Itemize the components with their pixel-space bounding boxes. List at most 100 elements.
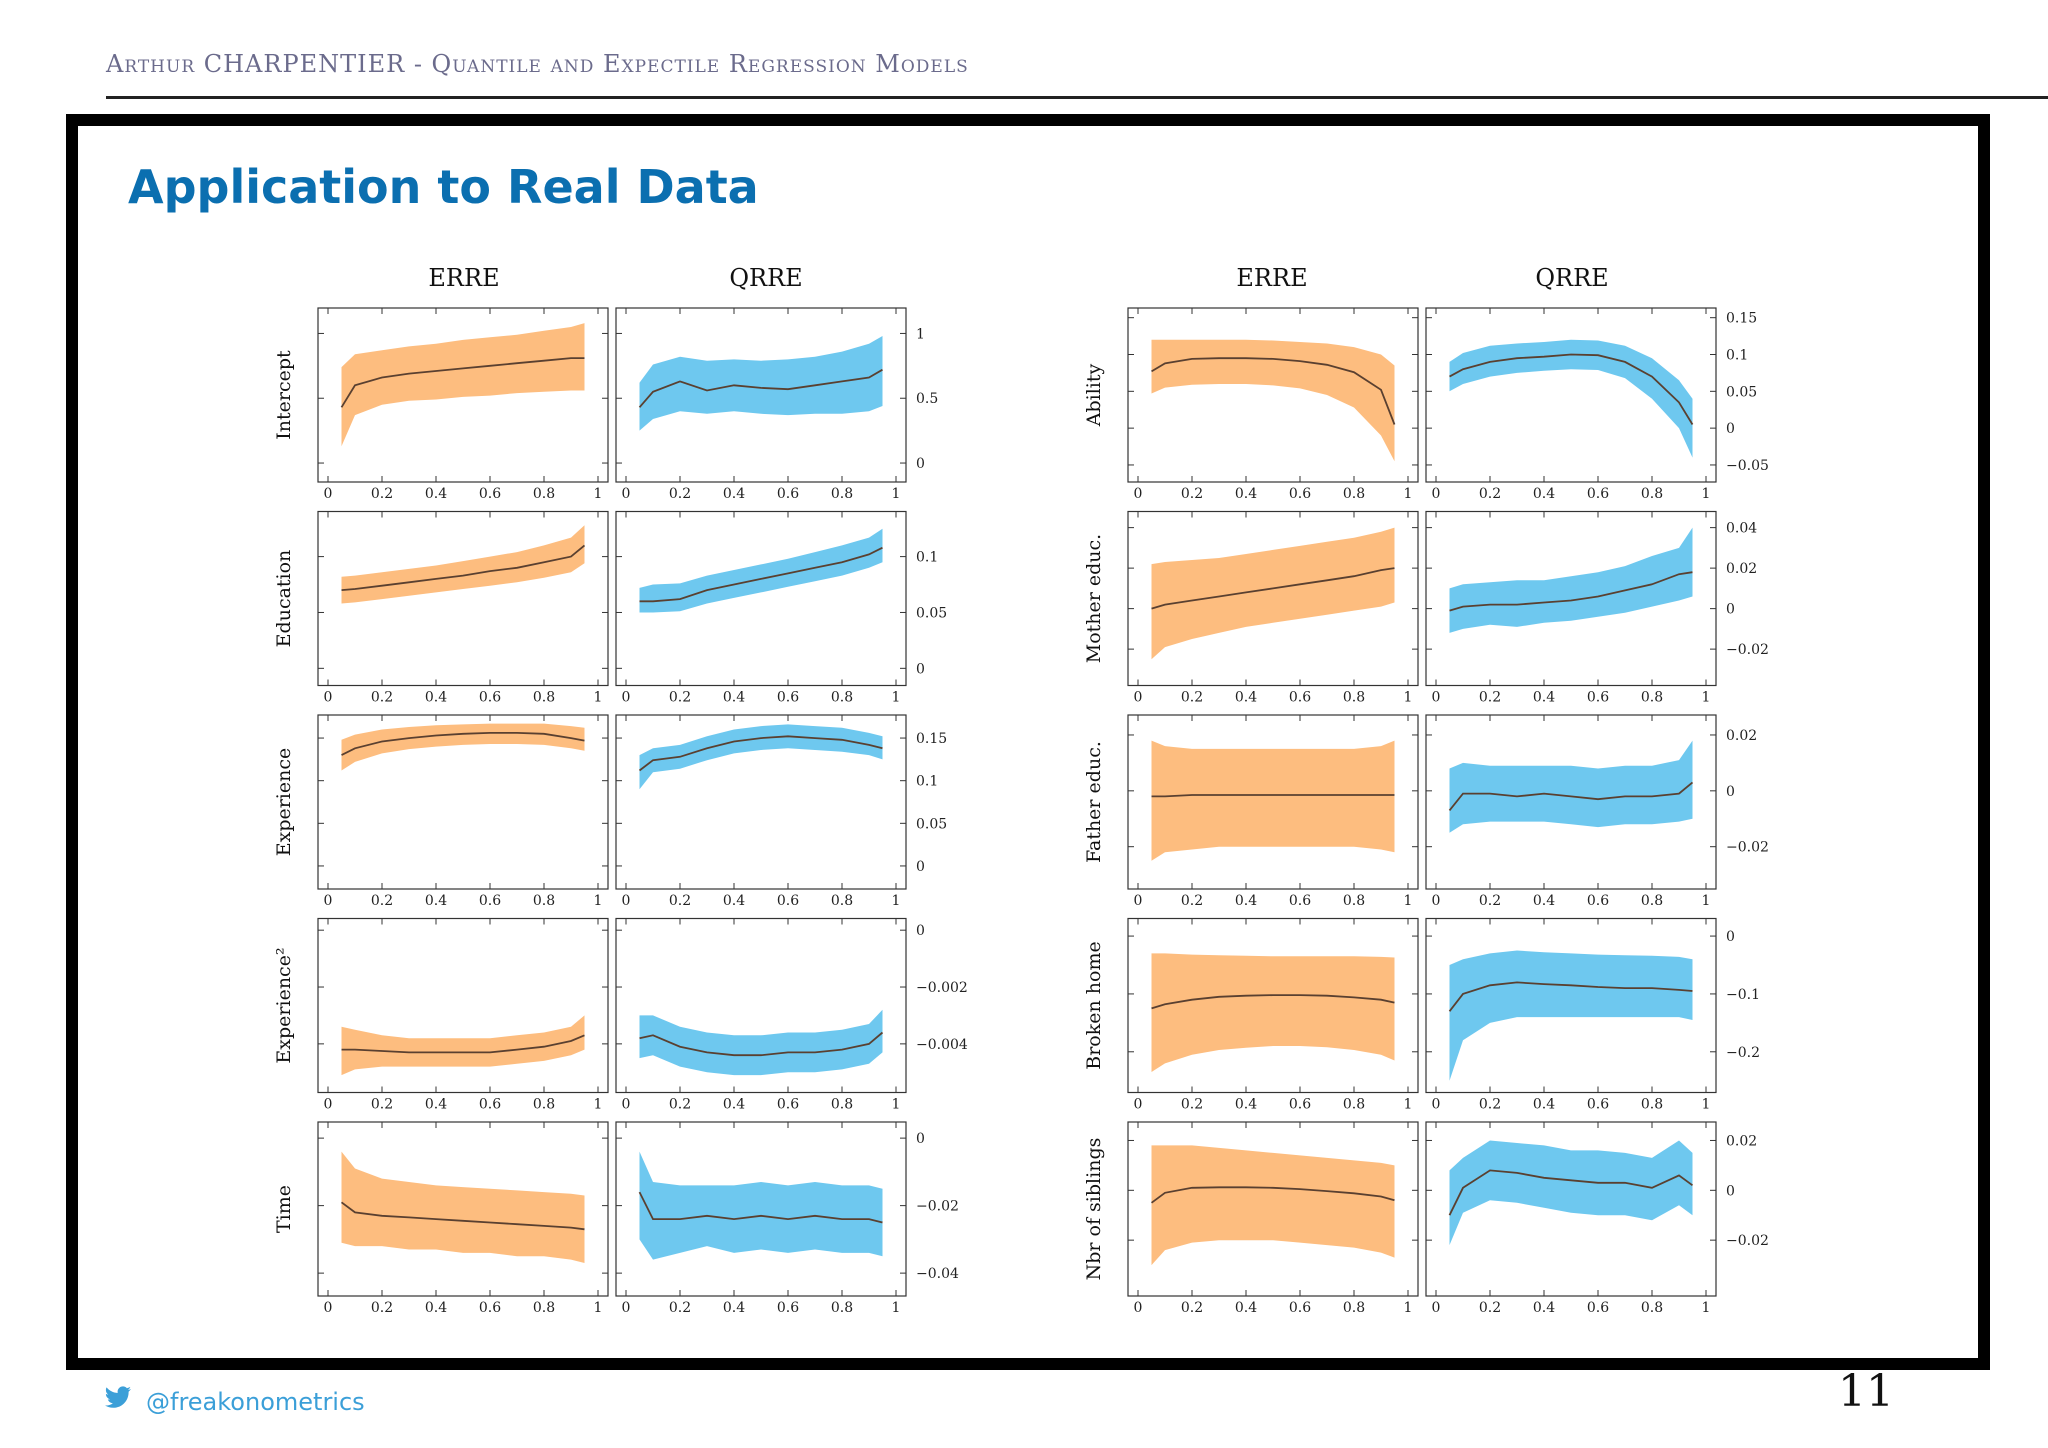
erre-confidence-band bbox=[1151, 339, 1395, 462]
y-tick-label: 0.04 bbox=[1726, 521, 1757, 537]
x-tick-label: 1 bbox=[594, 486, 603, 502]
x-tick-label: 0.6 bbox=[1587, 893, 1609, 909]
erre-estimate-line bbox=[341, 732, 585, 756]
x-tick-label: 0.4 bbox=[723, 1300, 745, 1316]
qrre-estimate-line bbox=[1448, 981, 1693, 1012]
qrre-panel-frame bbox=[615, 714, 907, 890]
x-tick-label: 0 bbox=[1134, 1300, 1143, 1316]
y-tick-label: 0 bbox=[1726, 929, 1735, 945]
y-tick-label: 0 bbox=[916, 859, 925, 875]
y-tick-label: 0.05 bbox=[1726, 384, 1757, 400]
y-tick-label: 0.05 bbox=[916, 816, 947, 832]
x-tick-label: 0.8 bbox=[533, 690, 555, 706]
y-tick-label: 0 bbox=[1726, 602, 1735, 618]
y-tick-label: −0.02 bbox=[916, 1199, 959, 1215]
erre-confidence-band bbox=[341, 723, 585, 771]
x-tick-label: 0.6 bbox=[479, 690, 501, 706]
x-tick-label: 0.4 bbox=[1533, 1097, 1555, 1113]
y-tick-label: −0.004 bbox=[916, 1037, 968, 1053]
erre-estimate-line bbox=[1151, 794, 1395, 798]
x-tick-label: 0.8 bbox=[1641, 486, 1663, 502]
y-tick-label: 0 bbox=[1726, 421, 1735, 437]
x-tick-label: 0.8 bbox=[1343, 690, 1365, 706]
y-tick-label: −0.2 bbox=[1726, 1045, 1760, 1061]
x-tick-label: 1 bbox=[892, 1300, 901, 1316]
x-tick-label: 0 bbox=[1134, 893, 1143, 909]
qrre-confidence-band bbox=[639, 1009, 883, 1076]
x-tick-label: 0 bbox=[1432, 1300, 1441, 1316]
x-tick-label: 0.6 bbox=[479, 1300, 501, 1316]
x-tick-label: 1 bbox=[892, 1097, 901, 1113]
x-tick-label: 0.2 bbox=[669, 893, 691, 909]
x-tick-label: 0 bbox=[622, 690, 631, 706]
x-tick-label: 0.6 bbox=[1587, 1300, 1609, 1316]
erre-confidence-band bbox=[1151, 953, 1395, 1072]
x-tick-label: 0.8 bbox=[831, 893, 853, 909]
x-tick-label: 0.6 bbox=[1289, 690, 1311, 706]
x-tick-label: 0.4 bbox=[425, 486, 447, 502]
erre-estimate-line bbox=[340, 357, 585, 408]
x-tick-label: 0 bbox=[1432, 1097, 1441, 1113]
x-tick-label: 0 bbox=[324, 486, 333, 502]
x-tick-label: 1 bbox=[1702, 690, 1711, 706]
row-ylabel: Broken home bbox=[1083, 941, 1105, 1069]
x-tick-label: 0.4 bbox=[1235, 1097, 1257, 1113]
x-tick-label: 0.8 bbox=[1641, 1097, 1663, 1113]
erre-estimate-line bbox=[341, 1034, 585, 1054]
x-tick-label: 0.8 bbox=[533, 1097, 555, 1113]
x-tick-label: 1 bbox=[1404, 893, 1413, 909]
x-tick-label: 0 bbox=[622, 1097, 631, 1113]
x-tick-label: 1 bbox=[594, 1097, 603, 1113]
x-tick-label: 0.6 bbox=[1587, 690, 1609, 706]
x-tick-label: 0.4 bbox=[1235, 690, 1257, 706]
qrre-confidence-band bbox=[639, 1151, 883, 1260]
x-tick-label: 0.4 bbox=[425, 1097, 447, 1113]
x-tick-label: 0.6 bbox=[479, 893, 501, 909]
x-tick-label: 0.4 bbox=[425, 893, 447, 909]
x-tick-label: 0.4 bbox=[1533, 690, 1555, 706]
x-tick-label: 0.6 bbox=[777, 893, 799, 909]
x-tick-label: 0.6 bbox=[777, 690, 799, 706]
footer-twitter-handle[interactable]: @freakonometrics bbox=[146, 1388, 365, 1416]
erre-panel-frame bbox=[1127, 1121, 1419, 1297]
x-tick-label: 1 bbox=[1404, 690, 1413, 706]
qrre-panel-frame bbox=[1425, 714, 1717, 890]
x-tick-label: 0.4 bbox=[1533, 486, 1555, 502]
erre-panel-frame bbox=[1127, 510, 1419, 687]
y-tick-label: 0.05 bbox=[916, 605, 947, 621]
y-tick-label: −0.02 bbox=[1726, 1233, 1769, 1249]
row-ylabel: Experience bbox=[273, 748, 295, 857]
column-title-erre: ERRE bbox=[1236, 264, 1307, 292]
erre-confidence-band bbox=[341, 1151, 585, 1263]
x-tick-label: 0.8 bbox=[831, 486, 853, 502]
x-tick-label: 0.2 bbox=[669, 486, 691, 502]
erre-confidence-band bbox=[341, 525, 585, 604]
qrre-panel-frame bbox=[1425, 510, 1717, 687]
erre-panel-frame bbox=[317, 307, 609, 483]
x-tick-label: 0.8 bbox=[1343, 893, 1365, 909]
erre-confidence-band bbox=[341, 1015, 585, 1076]
x-tick-label: 1 bbox=[1404, 1300, 1413, 1316]
x-tick-label: 0.8 bbox=[533, 486, 555, 502]
x-tick-label: 0 bbox=[324, 690, 333, 706]
x-tick-label: 0.2 bbox=[371, 690, 393, 706]
x-tick-label: 0.6 bbox=[777, 1300, 799, 1316]
x-tick-label: 0.2 bbox=[1479, 893, 1501, 909]
x-tick-label: 0.6 bbox=[777, 1097, 799, 1113]
x-tick-label: 1 bbox=[1404, 486, 1413, 502]
qrre-confidence-band bbox=[639, 336, 883, 431]
x-tick-label: 1 bbox=[1702, 1300, 1711, 1316]
x-tick-label: 0.6 bbox=[1289, 486, 1311, 502]
x-tick-label: 0 bbox=[1134, 1097, 1143, 1113]
x-tick-label: 0.8 bbox=[1641, 893, 1663, 909]
x-tick-label: 0.2 bbox=[1479, 486, 1501, 502]
erre-estimate-line bbox=[1150, 1186, 1395, 1204]
erre-panel-frame bbox=[317, 714, 609, 890]
erre-confidence-band bbox=[341, 323, 585, 447]
y-tick-label: 0.1 bbox=[916, 550, 938, 566]
column-title-qrre: QRRE bbox=[1535, 264, 1608, 292]
x-tick-label: 1 bbox=[1702, 1097, 1711, 1113]
x-tick-label: 0 bbox=[1134, 486, 1143, 502]
x-tick-label: 0.2 bbox=[1479, 1300, 1501, 1316]
slide-title: Application to Real Data bbox=[128, 160, 759, 214]
